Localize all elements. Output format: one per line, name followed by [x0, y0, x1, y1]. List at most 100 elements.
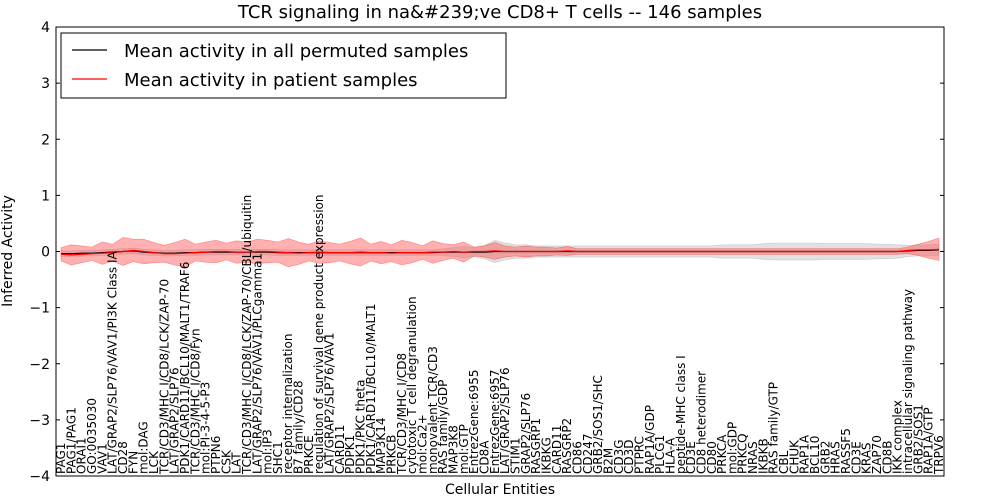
y-tick-label: −2 — [29, 357, 50, 373]
entity-label: RASSF5 — [839, 428, 853, 474]
plot-frame — [55, 26, 945, 477]
entity-label: LCK — [147, 450, 161, 474]
entity-label: CD3E — [849, 441, 863, 474]
entity-label: ORAI1 — [75, 437, 89, 474]
y-tick-label: 3 — [41, 76, 50, 92]
entity-label: TRPV6 — [932, 435, 946, 475]
entity-label: PDK1/CARD11/BCL10/MALT1/TRAF6 — [178, 262, 192, 474]
entity-label: PRKCB — [385, 435, 399, 474]
y-axis-label: Inferred Activity — [0, 195, 16, 307]
entity-label: PRKCQ — [736, 433, 750, 474]
line-patient — [60, 248, 940, 256]
entity-label: mol:DAG — [137, 421, 151, 474]
entity-label: CARD11 — [333, 425, 347, 474]
y-tick-label: 1 — [41, 188, 50, 204]
entity-label: RAS family/GTP — [767, 382, 781, 474]
entity-label: B2M — [602, 448, 616, 474]
entity-label: CD3D — [622, 440, 636, 475]
entity-label: VAV1 — [95, 443, 109, 474]
entity-label: CD86 — [571, 441, 585, 474]
y-tick-label: 2 — [41, 132, 50, 148]
entity-label: RAP1A/GTP — [922, 407, 936, 474]
entity-label: HLA-A — [663, 437, 677, 474]
y-tick-label: 4 — [41, 20, 50, 36]
entity-label: mol:Ca2+ — [416, 414, 430, 474]
entity-label: CD8 heterodimer — [694, 371, 708, 474]
entity-label: TCR/CD3/MHC I/CD8/Fyn — [188, 328, 202, 475]
entity-label: mol:GTP — [457, 424, 471, 474]
entity-label: EntrezGene:6957 — [488, 370, 502, 475]
entity-label: CBL — [777, 450, 791, 474]
x-axis-label: Cellular Entities — [445, 482, 555, 498]
entity-label: cytotoxic T cell degranulation — [405, 296, 419, 474]
entity-label: PDK1/CARD11/BCL10/MALT1 — [364, 304, 378, 474]
entity-label: PTPN6 — [209, 436, 223, 474]
entity-label: B7 family/CD28 — [292, 380, 306, 474]
entity-label: FYN — [126, 451, 140, 474]
entity-label: LAT/GRAP2/SLP76 — [498, 367, 512, 474]
entity-label: CD8A — [478, 440, 492, 474]
series-lines — [60, 248, 940, 256]
entity-label: TCR/CD3/MHC I/CD8/LCK/ZAP-70/CBL/ubiquit… — [240, 195, 254, 475]
entity-label: CD247 — [581, 433, 595, 474]
entity-label: CD3E — [684, 441, 698, 474]
entity-label: PAG1/PAG1 — [64, 407, 78, 474]
y-tick-label: −1 — [29, 301, 50, 317]
entity-label: GRB2 — [818, 440, 832, 474]
entity-label: GRB2/SOS1 — [911, 404, 925, 474]
entity-label: CD3G — [612, 439, 626, 474]
entity-label: GRB2/SOS1/SHC — [591, 375, 605, 474]
entity-label: ZAP70 — [870, 435, 884, 474]
entity-label: RAP1A/GDP — [643, 405, 657, 474]
entity-label: LAT/GRAP2/SLP76/VAV1/PLCgamma1 — [250, 253, 264, 474]
entity-label: PTPRC — [632, 436, 646, 474]
entity-label: IKK complex — [891, 400, 905, 474]
entity-label: PAG1 — [54, 443, 68, 474]
entity-label: CHUK — [787, 439, 801, 474]
legend: Mean activity in all permuted samples Me… — [60, 32, 507, 99]
entity-label: LAT/GRAP2/SLP76 — [168, 367, 182, 474]
entity-label: BCL10 — [808, 436, 822, 474]
entity-label: RAP1A — [798, 434, 812, 474]
chart-title: TCR signaling in na&#239;ve CD8+ T cells… — [237, 2, 762, 23]
entity-label: LAT/GRAP2/SLP76/VAV1/PI3K Class IA — [106, 250, 120, 474]
entity-label: LAT — [230, 452, 244, 474]
entity-label: RAS family/GDP — [436, 380, 450, 474]
legend-label-permuted: Mean activity in all permuted samples — [124, 41, 468, 62]
entity-label: MAP3K8 — [447, 425, 461, 474]
y-tick-label: 0 — [41, 245, 50, 261]
y-tick-label: −4 — [29, 469, 50, 485]
entity-label: monovalent TCR/CD3 — [426, 346, 440, 474]
entity-label: PDK1/PKC theta — [354, 380, 368, 474]
entity-label: LAT/GRAP2/SLP76/VAV1 — [323, 333, 337, 474]
entity-label: PRKCE — [302, 435, 316, 474]
entity-label: SHC1 — [271, 441, 285, 474]
y-axis-ticks: 4 3 2 1 0 −1 −2 −3 −4 — [29, 20, 944, 485]
entity-label: IKBKB — [756, 438, 770, 474]
entity-label: MAP3K14 — [374, 417, 388, 474]
entity-label: CD28 — [116, 441, 130, 474]
entity-label: RASGRP1 — [529, 418, 543, 474]
legend-label-patient: Mean activity in patient samples — [124, 70, 418, 91]
entity-label: intracellular signaling pathway — [901, 289, 915, 474]
y-tick-label: −3 — [29, 413, 50, 429]
entity-label: KRAS — [860, 442, 874, 474]
band-patient — [60, 237, 940, 268]
entity-label: GRAP2/SLP76 — [519, 393, 533, 474]
entity-label: TCR/CD3/MHC I/CD8/LCK/ZAP-70 — [157, 279, 171, 475]
entity-label: HRAS — [829, 441, 843, 474]
entity-label: IKBKG — [540, 437, 554, 474]
entity-label: mol:GDP — [725, 422, 739, 474]
entity-label: receptor internalization — [281, 334, 295, 474]
legend-box — [60, 32, 507, 99]
entity-label: PLCG1 — [653, 435, 667, 474]
entity-label: TCR/CD3/MHC I/CD8 — [395, 353, 409, 475]
entity-labels: PAG1PAG1/PAG1ORAI1GO:0035030VAV1LAT/GRAP… — [54, 195, 946, 475]
entity-label: PRKCA — [715, 434, 729, 474]
entity-label: NRAS — [746, 441, 760, 474]
entity-label: GO:0035030 — [85, 398, 99, 474]
entity-label: CSK — [219, 449, 233, 474]
entity-label: CD80 — [705, 441, 719, 474]
entity-label: CD8B — [880, 441, 894, 475]
